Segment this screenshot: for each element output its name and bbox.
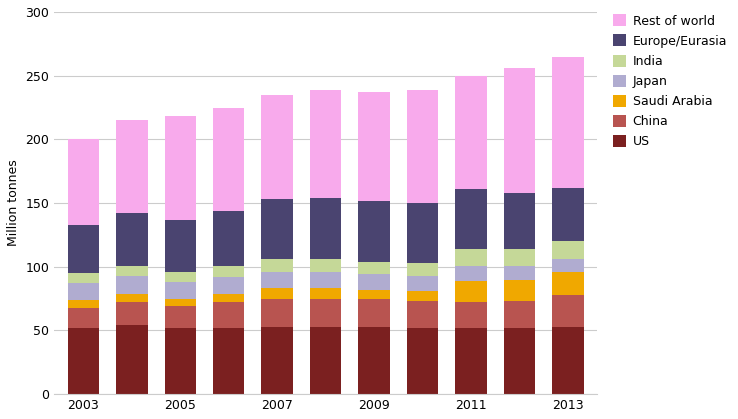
Bar xyxy=(504,193,535,249)
Bar xyxy=(116,326,148,394)
Bar xyxy=(455,76,487,189)
Bar xyxy=(310,90,342,198)
Bar xyxy=(310,299,342,327)
Bar xyxy=(213,211,244,266)
Bar xyxy=(504,301,535,328)
Bar xyxy=(261,327,293,394)
Bar xyxy=(261,95,293,199)
Bar xyxy=(68,328,99,394)
Bar xyxy=(116,266,148,276)
Bar xyxy=(552,188,584,241)
Bar xyxy=(455,189,487,249)
Bar xyxy=(407,291,438,301)
Bar xyxy=(261,199,293,259)
Bar xyxy=(359,201,390,262)
Bar xyxy=(455,266,487,281)
Bar xyxy=(407,203,438,263)
Bar xyxy=(504,68,535,193)
Bar xyxy=(455,328,487,394)
Bar xyxy=(213,108,244,211)
Bar xyxy=(504,266,535,279)
Bar xyxy=(165,306,196,328)
Bar xyxy=(552,57,584,188)
Bar xyxy=(68,140,99,225)
Bar xyxy=(213,277,244,294)
Bar xyxy=(552,259,584,272)
Bar xyxy=(504,249,535,266)
Bar xyxy=(310,327,342,394)
Bar xyxy=(359,299,390,327)
Bar xyxy=(68,308,99,328)
Bar xyxy=(359,327,390,394)
Bar xyxy=(213,303,244,328)
Bar xyxy=(165,328,196,394)
Bar xyxy=(165,116,196,220)
Bar xyxy=(68,273,99,283)
Bar xyxy=(310,198,342,259)
Bar xyxy=(359,290,390,299)
Bar xyxy=(261,272,293,288)
Bar xyxy=(407,90,438,203)
Bar xyxy=(310,272,342,288)
Bar xyxy=(261,288,293,299)
Legend: Rest of world, Europe/Eurasia, India, Japan, Saudi Arabia, China, US: Rest of world, Europe/Eurasia, India, Ja… xyxy=(609,10,731,152)
Bar xyxy=(261,299,293,327)
Bar xyxy=(165,299,196,306)
Bar xyxy=(213,328,244,394)
Bar xyxy=(213,266,244,277)
Bar xyxy=(407,276,438,291)
Bar xyxy=(68,300,99,308)
Bar xyxy=(165,272,196,282)
Bar xyxy=(552,327,584,394)
Bar xyxy=(116,303,148,326)
Y-axis label: Million tonnes: Million tonnes xyxy=(7,160,20,246)
Bar xyxy=(116,294,148,303)
Bar xyxy=(504,328,535,394)
Bar xyxy=(359,92,390,201)
Bar xyxy=(407,301,438,328)
Bar xyxy=(407,328,438,394)
Bar xyxy=(455,281,487,303)
Bar xyxy=(213,294,244,303)
Bar xyxy=(552,241,584,259)
Bar xyxy=(68,225,99,273)
Bar xyxy=(407,263,438,276)
Bar xyxy=(165,282,196,299)
Bar xyxy=(165,220,196,272)
Bar xyxy=(116,276,148,294)
Bar xyxy=(359,262,390,274)
Bar xyxy=(552,295,584,327)
Bar xyxy=(310,259,342,272)
Bar xyxy=(68,283,99,300)
Bar xyxy=(359,274,390,290)
Bar xyxy=(455,249,487,266)
Bar xyxy=(116,120,148,213)
Bar xyxy=(261,259,293,272)
Bar xyxy=(455,303,487,328)
Bar xyxy=(504,279,535,301)
Bar xyxy=(552,272,584,295)
Bar xyxy=(310,288,342,299)
Bar xyxy=(116,213,148,266)
